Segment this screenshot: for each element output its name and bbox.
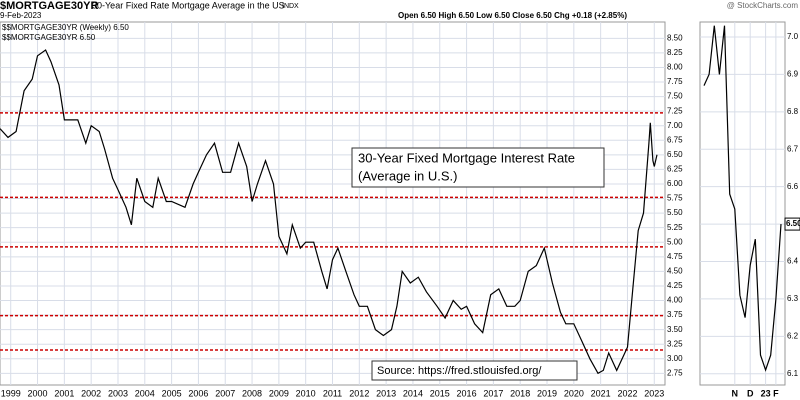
x-tick-label: 2018 xyxy=(510,388,530,398)
x-tick-label: 2007 xyxy=(215,388,235,398)
instrument-name: 30-Year Fixed Rate Mortgage Average in t… xyxy=(92,0,285,10)
x-tick-label: 2015 xyxy=(430,388,450,398)
y-tick-label: 6.75 xyxy=(667,135,683,144)
y-tick-label: 6.3 xyxy=(787,294,799,303)
y-tick-label: 6.4 xyxy=(787,257,799,266)
value-label: 6.50 xyxy=(786,219,800,228)
y-tick-label: 4.25 xyxy=(667,281,683,290)
date: 9-Feb-2023 xyxy=(0,11,42,20)
data-line xyxy=(0,49,658,375)
y-tick-label: 5.50 xyxy=(667,208,683,217)
x-tick-label: 2021 xyxy=(591,388,611,398)
source: Source: https://fred.stlouisfed.org/ xyxy=(377,365,542,377)
y-tick-label: 3.00 xyxy=(667,354,683,363)
y-tick-label: 7.50 xyxy=(667,92,683,101)
y-tick-label: 4.50 xyxy=(667,266,683,275)
annotation: (Average in U.S.) xyxy=(358,168,457,183)
y-tick-label: 6.8 xyxy=(787,107,799,116)
y-tick-label: 5.75 xyxy=(667,194,683,203)
x-tick-label: 2023 xyxy=(644,388,664,398)
y-tick-label: 3.25 xyxy=(667,339,683,348)
y-tick-label: 6.25 xyxy=(667,165,683,174)
y-tick-label: 6.6 xyxy=(787,182,799,191)
x-tick-label: 2000 xyxy=(28,388,48,398)
x-tick-label: 2005 xyxy=(162,388,182,398)
x-tick-label: F xyxy=(773,388,779,398)
annotation: 30-Year Fixed Mortgage Interest Rate xyxy=(358,150,575,165)
value-badge xyxy=(784,217,800,231)
x-tick-label: 2003 xyxy=(108,388,128,398)
x-tick-label: 23 xyxy=(761,388,771,398)
y-tick-label: 8.00 xyxy=(667,63,683,72)
legend-entry: $$MORTGAGE30YR (Weekly) 6.50 xyxy=(2,23,129,32)
y-tick-label: 2.75 xyxy=(667,368,683,377)
y-tick-label: 3.50 xyxy=(667,325,683,334)
x-tick-label: 2014 xyxy=(403,388,423,398)
y-tick-label: 3.75 xyxy=(667,310,683,319)
x-tick-label: 2001 xyxy=(54,388,74,398)
overlay-legend: $$MORTGAGE30YR 6.50 xyxy=(2,33,96,42)
ohlc: Open 6.50 High 6.50 Low 6.50 Close 6.50 … xyxy=(398,11,627,20)
x-tick-label: 2010 xyxy=(296,388,316,398)
x-tick-label: 2013 xyxy=(376,388,396,398)
x-tick-label: 2022 xyxy=(617,388,637,398)
x-tick-label: N xyxy=(732,388,739,398)
x-tick-label: 1999 xyxy=(1,388,21,398)
y-tick-label: 7.75 xyxy=(667,77,683,86)
x-tick-label: 2008 xyxy=(242,388,262,398)
x-tick-label: D xyxy=(747,388,754,398)
x-tick-label: 2002 xyxy=(81,388,101,398)
inset-frame xyxy=(699,21,786,386)
x-tick-label: 2006 xyxy=(188,388,208,398)
y-tick-label: 4.75 xyxy=(667,252,683,261)
x-tick-label: 2004 xyxy=(135,388,155,398)
y-tick-label: 4.00 xyxy=(667,296,683,305)
y-tick-label: 6.1 xyxy=(787,369,799,378)
y-tick-label: 5.25 xyxy=(667,223,683,232)
y-tick-label: 5.00 xyxy=(667,237,683,246)
y-tick-label: 6.2 xyxy=(787,331,799,340)
y-tick-label: 6.50 xyxy=(667,150,683,159)
symbol: $MORTGAGE30YR xyxy=(0,0,98,12)
y-tick-label: 6.9 xyxy=(787,70,799,79)
source-box xyxy=(371,360,578,381)
credit: @ StockCharts.com xyxy=(727,1,799,10)
y-tick-label: 7.00 xyxy=(667,121,683,130)
x-tick-label: 2012 xyxy=(349,388,369,398)
x-tick-label: 2019 xyxy=(537,388,557,398)
x-tick-label: 2017 xyxy=(483,388,503,398)
data-line xyxy=(703,25,782,372)
annotation-box xyxy=(351,147,605,188)
y-tick-label: 7.0 xyxy=(787,32,799,41)
x-tick-label: 2016 xyxy=(457,388,477,398)
x-tick-label: 2020 xyxy=(564,388,584,398)
y-tick-label: 8.25 xyxy=(667,48,683,57)
exchange: INDX xyxy=(282,3,299,10)
x-tick-label: 2009 xyxy=(269,388,289,398)
y-tick-label: 6.7 xyxy=(787,144,799,153)
y-tick-label: 8.50 xyxy=(667,33,683,42)
x-tick-label: 2011 xyxy=(323,388,342,398)
y-tick-label: 7.25 xyxy=(667,106,683,115)
y-tick-label: 6.00 xyxy=(667,179,683,188)
